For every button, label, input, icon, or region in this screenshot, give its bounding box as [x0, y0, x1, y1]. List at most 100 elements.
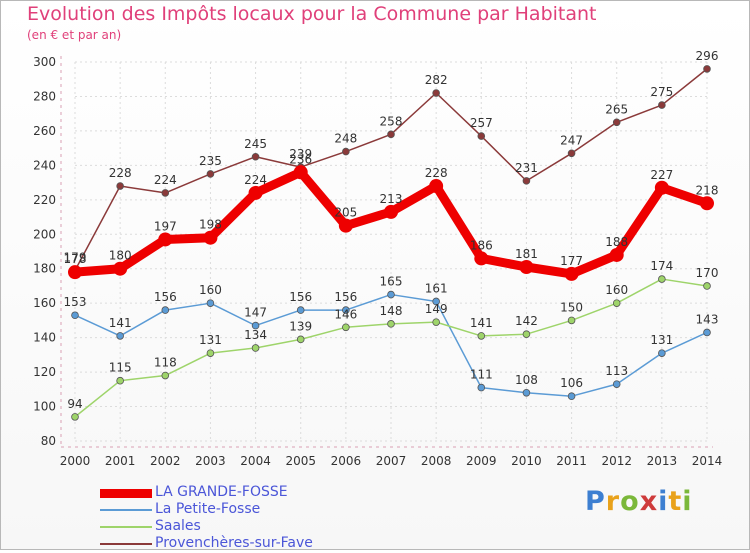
x-tick-label: 2007 [376, 454, 407, 468]
data-label: 149 [425, 302, 448, 316]
data-label: 156 [289, 290, 312, 304]
data-point [296, 306, 305, 314]
data-point [703, 282, 711, 290]
logo-letter: x [639, 486, 659, 517]
data-label: 247 [560, 133, 583, 147]
data-label: 156 [154, 290, 177, 304]
x-tick-label: 2000 [60, 454, 91, 468]
y-tick-label: 280 [33, 89, 56, 103]
legend-item: La Petite-Fosse [100, 501, 360, 519]
x-tick-label: 2008 [421, 454, 452, 468]
data-label: 153 [64, 295, 87, 309]
data-label: 181 [515, 247, 538, 261]
data-label: 227 [650, 168, 673, 182]
x-tick-label: 2005 [285, 454, 316, 468]
data-label: 141 [109, 316, 132, 330]
data-point [387, 130, 395, 139]
x-tick-label: 2006 [331, 454, 362, 468]
x-tick-label: 2012 [601, 454, 632, 468]
data-point [206, 299, 215, 307]
y-tick-label: 220 [33, 193, 56, 207]
legend: LA GRANDE-FOSSE La Petite-Fosse Saales Prov… [100, 484, 360, 553]
logo-letter: t [668, 486, 683, 517]
legend-item: Provenchères-sur-Fave [100, 535, 360, 553]
data-point [71, 413, 79, 421]
data-point [477, 383, 486, 392]
data-label: 160 [199, 283, 222, 297]
logo-letter: r [605, 486, 621, 517]
data-label: 218 [696, 183, 719, 197]
data-point [658, 101, 666, 109]
data-label: 118 [154, 356, 177, 370]
data-label: 205 [334, 206, 357, 220]
data-label: 228 [109, 166, 132, 180]
data-point [658, 275, 666, 283]
data-label: 150 [560, 300, 583, 314]
data-point [658, 349, 666, 357]
data-label: 296 [696, 49, 719, 63]
x-tick-label: 2003 [195, 454, 226, 468]
data-point [251, 344, 260, 352]
data-point [342, 147, 350, 156]
data-label: 248 [334, 132, 357, 146]
data-label: 113 [605, 364, 628, 378]
data-label: 165 [380, 275, 403, 289]
data-label: 146 [334, 307, 357, 321]
legend-swatch [100, 488, 152, 498]
data-label: 239 [289, 147, 312, 161]
y-tick-label: 260 [33, 124, 56, 138]
data-label: 160 [605, 283, 628, 297]
data-point [612, 118, 621, 127]
axes: 80 100 120 140 160 180 200 220 240 260 280 300 2000 2… [33, 55, 722, 468]
data-point [432, 318, 440, 326]
data-point [703, 328, 711, 337]
logo-letter: P [585, 486, 606, 517]
data-label: 174 [650, 259, 673, 273]
data-label: 106 [560, 376, 583, 390]
data-label: 235 [199, 154, 222, 168]
y-tick-label: 120 [33, 365, 56, 379]
data-label: 265 [605, 102, 628, 116]
proxiti-logo: Proxiti [585, 486, 693, 517]
y-tick-label: 80 [41, 434, 56, 448]
data-point [522, 177, 531, 185]
logo-letter: i [682, 486, 693, 517]
data-point [477, 132, 486, 140]
data-point [609, 247, 624, 262]
data-label: 224 [154, 173, 177, 187]
data-label: 198 [199, 218, 222, 232]
x-tick-label: 2004 [240, 454, 271, 468]
x-tick-label: 2010 [511, 454, 542, 468]
data-label: 257 [470, 116, 493, 130]
logo-letter: o [620, 486, 640, 517]
data-point [700, 196, 714, 211]
data-point [293, 165, 308, 180]
data-label: 111 [470, 368, 493, 382]
data-point [567, 149, 576, 158]
data-label: 115 [109, 361, 132, 375]
x-tick-label: 2011 [556, 454, 587, 468]
data-label: 143 [696, 312, 719, 326]
legend-label: La Petite-Fosse [155, 501, 261, 517]
data-point [477, 332, 486, 340]
x-tick-label: 2013 [647, 454, 678, 468]
data-point [384, 204, 398, 219]
data-label: 147 [244, 306, 267, 320]
data-label: 108 [515, 373, 538, 387]
data-point [296, 335, 305, 344]
data-point [342, 306, 350, 314]
data-label: 179 [64, 250, 87, 264]
data-label: 131 [650, 333, 673, 347]
x-tick-label: 2001 [105, 454, 136, 468]
data-label: 156 [334, 290, 357, 304]
x-tick-label: 2014 [692, 454, 723, 468]
data-point [338, 218, 353, 233]
data-label: 94 [67, 397, 82, 411]
data-point [654, 180, 669, 195]
data-point [522, 330, 531, 338]
legend-item: LA GRANDE-FOSSE [100, 484, 360, 502]
data-label: 228 [425, 166, 448, 180]
y-tick-label: 240 [33, 158, 56, 172]
data-label: 177 [560, 254, 583, 268]
